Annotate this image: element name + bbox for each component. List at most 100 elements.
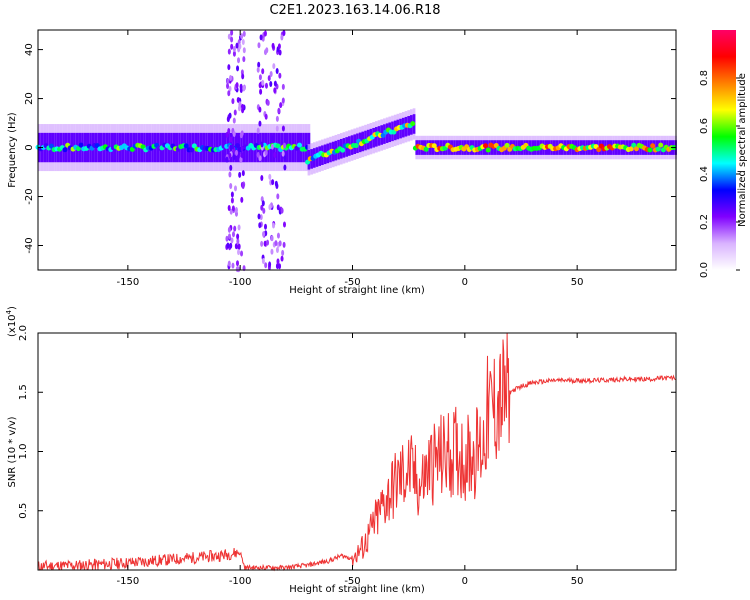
x-tick-label: -150 bbox=[117, 576, 140, 587]
heatmap-cell bbox=[279, 102, 283, 109]
heatmap-cell bbox=[226, 78, 230, 85]
heatmap-cell bbox=[262, 231, 266, 238]
heatmap-cell bbox=[275, 263, 279, 270]
heatmap-cell bbox=[232, 46, 236, 53]
heatmap-cell bbox=[241, 170, 245, 177]
heatmap-cell bbox=[271, 179, 275, 186]
heatmap-cell bbox=[240, 145, 244, 152]
heatmap-cell bbox=[240, 152, 244, 159]
spectrogram-x-axis-label: Height of straight line (km) bbox=[289, 285, 425, 296]
heatmap-cell bbox=[282, 241, 286, 248]
heatmap-cell bbox=[236, 238, 240, 245]
snr-y-ticks: 0.5 1.0 1.5 2.0 bbox=[18, 325, 676, 519]
heatmap-cell bbox=[305, 159, 311, 165]
heatmap-cell bbox=[276, 232, 280, 239]
heatmap-cell bbox=[258, 222, 262, 229]
heatmap-cell bbox=[263, 240, 267, 247]
heatmap-cell bbox=[240, 196, 244, 203]
heatmap-cell bbox=[281, 249, 285, 256]
heatmap-cell bbox=[504, 142, 510, 148]
heatmap-cell bbox=[228, 171, 232, 178]
heatmap-cell bbox=[234, 243, 238, 250]
heatmap-cell bbox=[228, 85, 232, 92]
heatmap-cell bbox=[271, 42, 275, 49]
heatmap-cell bbox=[235, 82, 239, 89]
x-tick-label: 0 bbox=[462, 576, 468, 587]
heatmap-cell bbox=[273, 151, 277, 158]
heatmap-cell bbox=[260, 174, 264, 181]
heatmap-cell bbox=[269, 71, 273, 78]
heatmap-cell bbox=[280, 255, 284, 262]
heatmap-cell bbox=[268, 173, 272, 180]
heatmap-cell bbox=[274, 240, 278, 247]
heatmap-cell bbox=[239, 156, 243, 163]
heatmap-cell bbox=[240, 33, 244, 40]
heatmap-cell bbox=[230, 197, 234, 204]
y-tick-label: 1.0 bbox=[18, 444, 29, 460]
heatmap-cell bbox=[232, 231, 236, 238]
heatmap-cell bbox=[260, 240, 264, 247]
heatmap-cell bbox=[353, 143, 359, 149]
heatmap-cell bbox=[488, 140, 491, 155]
heatmap-cell bbox=[268, 204, 272, 211]
heatmap-cell bbox=[233, 185, 237, 192]
chart-title: C2E1.2023.163.14.06.R18 bbox=[269, 3, 440, 18]
heatmap-cell bbox=[596, 147, 602, 153]
colorbar-tick-label: 0.0 bbox=[699, 262, 710, 278]
x-tick-label: -100 bbox=[229, 277, 252, 288]
heatmap-cell bbox=[230, 191, 234, 198]
heatmap-cell bbox=[258, 82, 262, 89]
heatmap-cell bbox=[236, 65, 240, 72]
heatmap-cell bbox=[275, 67, 279, 74]
y-tick-label: 40 bbox=[24, 43, 35, 56]
heatmap-cell bbox=[631, 142, 637, 148]
heatmap-cell bbox=[256, 127, 260, 134]
heatmap-cell bbox=[633, 146, 639, 152]
heatmap-cell bbox=[229, 75, 233, 82]
colorbar: 0.0 0.2 0.4 0.6 0.8 Normalized spectral ampl… bbox=[699, 30, 748, 278]
heatmap-cell bbox=[277, 43, 281, 50]
heatmap-cell bbox=[264, 113, 268, 120]
heatmap-cell bbox=[236, 260, 240, 267]
snr-y-scale-label: (x104) bbox=[5, 306, 18, 337]
heatmap-cell bbox=[234, 149, 238, 156]
y-tick-label: 1.5 bbox=[18, 384, 29, 400]
colorbar-tick-label: 0.4 bbox=[699, 166, 710, 182]
heatmap-cell bbox=[226, 82, 230, 89]
heatmap-cell bbox=[235, 266, 239, 273]
heatmap-cell bbox=[283, 142, 287, 149]
colorbar-tick-label: 0.8 bbox=[699, 70, 710, 86]
heatmap-cell bbox=[242, 30, 246, 37]
heatmap-cell bbox=[272, 63, 276, 70]
heatmap-cell bbox=[263, 30, 267, 37]
heatmap-cell bbox=[256, 151, 260, 158]
y-tick-label: 20 bbox=[24, 92, 35, 105]
heatmap-cell bbox=[232, 154, 236, 161]
heatmap-cell bbox=[231, 98, 235, 105]
heatmap-cell bbox=[655, 146, 661, 152]
heatmap-cell bbox=[227, 128, 231, 135]
heatmap-cell bbox=[241, 183, 245, 190]
heatmap-cell bbox=[482, 143, 488, 149]
heatmap-cell bbox=[261, 68, 265, 75]
heatmap-cell bbox=[226, 242, 230, 249]
heatmap-cell bbox=[265, 47, 269, 54]
heatmap-cell bbox=[283, 164, 287, 171]
snr-series-line bbox=[37, 332, 676, 572]
y-tick-label: -20 bbox=[24, 188, 35, 204]
heatmap-cell bbox=[277, 107, 281, 114]
heatmap-cell bbox=[278, 72, 282, 79]
heatmap-cell bbox=[278, 49, 282, 56]
heatmap-cell bbox=[280, 207, 284, 214]
snr-y-axis-label: SNR (10 * v/v) bbox=[7, 416, 18, 487]
heatmap-cell bbox=[241, 103, 245, 110]
heatmap-cell bbox=[237, 249, 241, 256]
x-tick-label: -50 bbox=[344, 277, 360, 288]
heatmap-cell bbox=[431, 143, 437, 149]
heatmap-cell bbox=[227, 226, 231, 233]
heatmap-cell bbox=[229, 242, 233, 249]
heatmap-cell bbox=[242, 47, 246, 54]
heatmap-cell bbox=[282, 221, 286, 228]
heatmap-cell bbox=[232, 117, 236, 124]
y-tick-label: 0.5 bbox=[18, 503, 29, 519]
